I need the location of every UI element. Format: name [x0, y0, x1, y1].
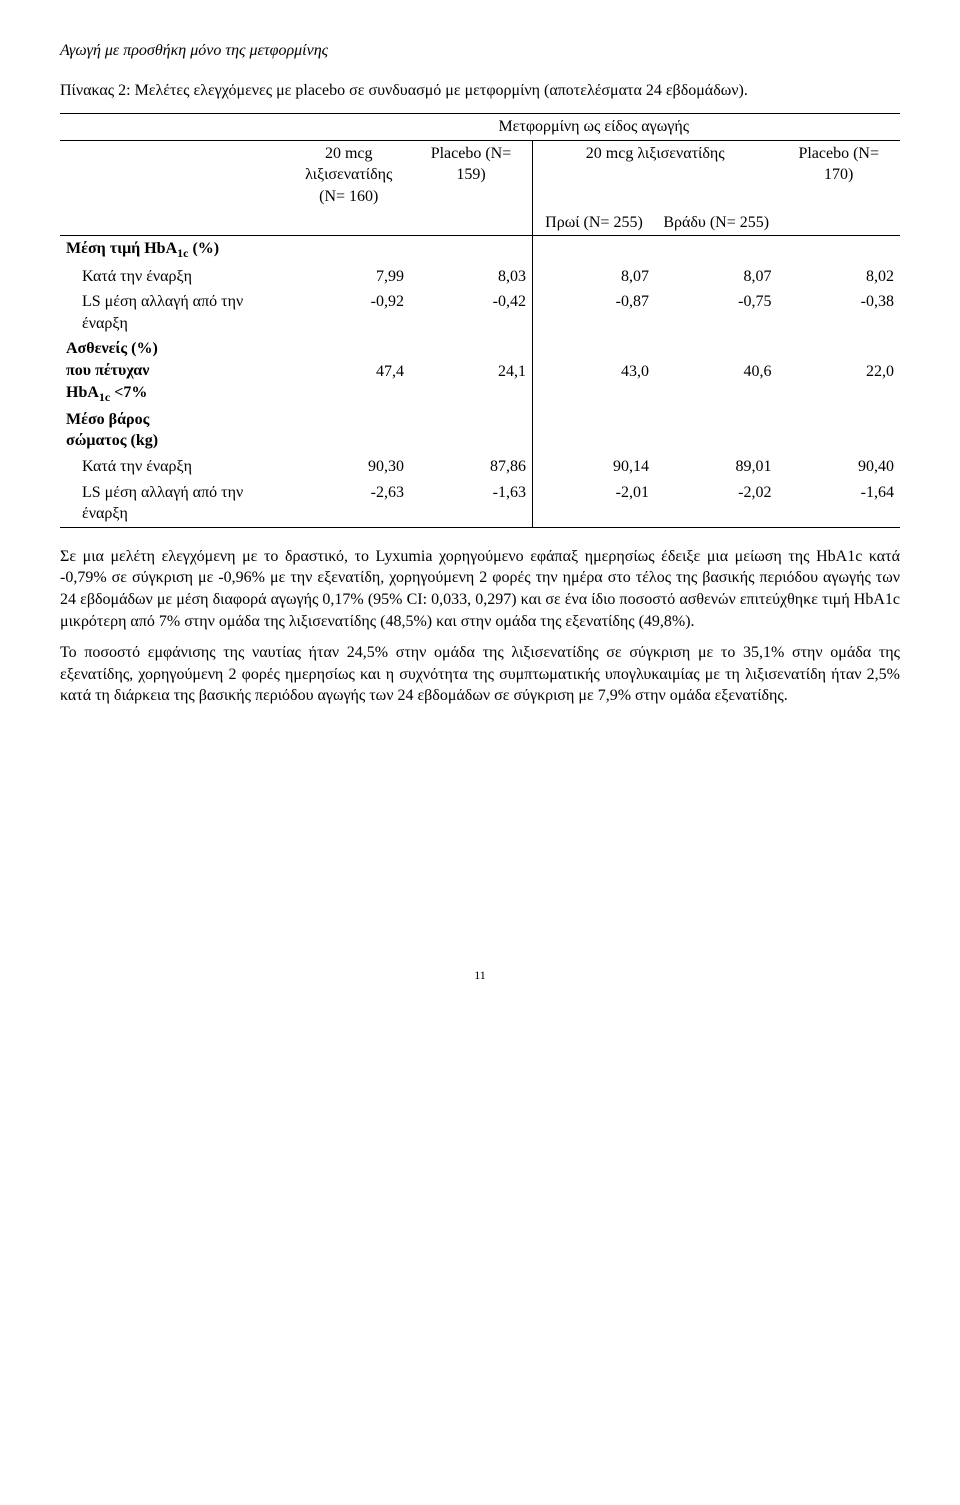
table-header-row-1: Μετφορμίνη ως είδος αγωγής [60, 114, 900, 141]
cell: -0,42 [410, 289, 532, 336]
row-hba1c-header: Μέση τιμή HbA1c (%) [60, 236, 900, 264]
row-label-l1: Μέσο βάρος [66, 411, 149, 428]
row-label-suffix: (%) [188, 240, 219, 257]
header-col2: Placebo (N= 159) [410, 140, 532, 209]
header-metformin-background: Μετφορμίνη ως είδος αγωγής [288, 114, 901, 141]
section-title: Αγωγή με προσθήκη μόνο της μετφορμίνης [60, 40, 900, 62]
cell: -1,64 [777, 480, 900, 528]
cell: 8,02 [777, 264, 900, 290]
cell: -0,87 [532, 289, 654, 336]
row-label: Μέσο βάρος σώματος (kg) [60, 407, 288, 454]
cell: 8,07 [655, 264, 777, 290]
cell: -0,92 [288, 289, 410, 336]
cell: -1,63 [410, 480, 532, 528]
cell: -2,02 [655, 480, 777, 528]
row-label-l1: Ασθενείς (%) [66, 340, 158, 357]
row-label: Ασθενείς (%) που πέτυχαν HbA1c <7% [60, 336, 288, 407]
row-hba1c-change: LS μέση αλλαγή από την έναρξη -0,92 -0,4… [60, 289, 900, 336]
cell: 7,99 [288, 264, 410, 290]
cell: 87,86 [410, 454, 532, 480]
cell: -2,01 [532, 480, 654, 528]
body-paragraph-1: Σε μια μελέτη ελεγχόμενη με το δραστικό,… [60, 546, 900, 632]
header-empty [60, 210, 288, 236]
cell: 24,1 [410, 336, 532, 407]
row-label-l3a: HbA [66, 384, 99, 401]
cell: 89,01 [655, 454, 777, 480]
row-label: Μέση τιμή HbA1c (%) [60, 236, 288, 264]
row-patients-header: Ασθενείς (%) που πέτυχαν HbA1c <7% 47,4 … [60, 336, 900, 407]
page-number: 11 [60, 967, 900, 983]
row-label: Κατά την έναρξη [60, 264, 288, 290]
row-label-sub: 1c [177, 246, 188, 260]
header-empty [410, 210, 532, 236]
cell: 90,14 [532, 454, 654, 480]
row-weight-header: Μέσο βάρος σώματος (kg) [60, 407, 900, 454]
header-col4: Βράδυ (N= 255) [655, 210, 777, 236]
cell: 8,03 [410, 264, 532, 290]
cell: 22,0 [777, 336, 900, 407]
header-col34: 20 mcg λιξισενατίδης [532, 140, 777, 209]
results-table: Μετφορμίνη ως είδος αγωγής 20 mcg λιξισε… [60, 113, 900, 528]
body-paragraph-2: Το ποσοστό εμφάνισης της ναυτίας ήταν 24… [60, 642, 900, 707]
row-weight-change: LS μέση αλλαγή από την έναρξη -2,63 -1,6… [60, 480, 900, 528]
cell: 43,0 [532, 336, 654, 407]
cell: 47,4 [288, 336, 410, 407]
table-header-row-3: Πρωί (N= 255) Βράδυ (N= 255) [60, 210, 900, 236]
row-hba1c-baseline: Κατά την έναρξη 7,99 8,03 8,07 8,07 8,02 [60, 264, 900, 290]
cell: 8,07 [532, 264, 654, 290]
cell: 40,6 [655, 336, 777, 407]
row-label-text: Μέση τιμή HbA [66, 240, 177, 257]
table-header-row-2: 20 mcg λιξισενατίδης (N= 160) Placebo (N… [60, 140, 900, 209]
row-label-l3c: <7% [110, 384, 147, 401]
row-label: Κατά την έναρξη [60, 454, 288, 480]
row-label: LS μέση αλλαγή από την έναρξη [60, 480, 288, 528]
header-empty [777, 210, 900, 236]
row-weight-baseline: Κατά την έναρξη 90,30 87,86 90,14 89,01 … [60, 454, 900, 480]
header-empty [288, 210, 410, 236]
header-empty [60, 140, 288, 209]
row-label: LS μέση αλλαγή από την έναρξη [60, 289, 288, 336]
cell: 90,40 [777, 454, 900, 480]
cell: 90,30 [288, 454, 410, 480]
header-empty [60, 114, 288, 141]
row-label-l3b: 1c [99, 390, 110, 404]
cell: -2,63 [288, 480, 410, 528]
row-label-l2: σώματος (kg) [66, 432, 158, 449]
row-label-l2: που πέτυχαν [66, 362, 149, 379]
table-caption: Πίνακας 2: Μελέτες ελεγχόμενες με placeb… [60, 80, 900, 102]
header-col5: Placebo (N= 170) [777, 140, 900, 209]
header-col1: 20 mcg λιξισενατίδης (N= 160) [288, 140, 410, 209]
cell: -0,75 [655, 289, 777, 336]
header-col3: Πρωί (N= 255) [532, 210, 654, 236]
cell: -0,38 [777, 289, 900, 336]
